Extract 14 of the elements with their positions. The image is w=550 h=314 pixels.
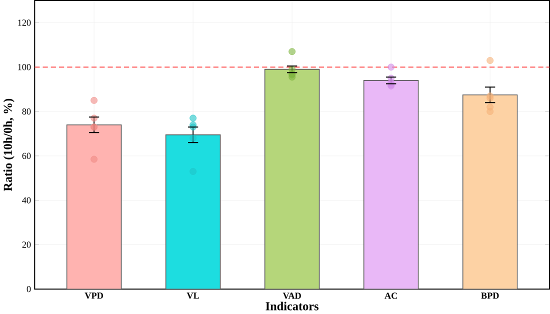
y-tick-label: 20 — [22, 242, 31, 248]
y-tick-label: 60 — [22, 152, 31, 160]
x-tick-label: VAD — [282, 292, 301, 299]
y-tick-label: 0 — [26, 286, 31, 292]
y-tick-label: 80 — [22, 108, 31, 115]
y-tick-label: 40 — [22, 197, 31, 204]
y-tick-label: 120 — [18, 20, 31, 26]
x-tick-label: AC — [384, 292, 397, 299]
y-axis-title: Ratio (10h/0h, %) — [3, 98, 14, 192]
x-tick-label: BPD — [481, 292, 499, 299]
x-axis-title: Indicators — [266, 302, 319, 310]
x-tick-label: VL — [186, 292, 200, 299]
y-tick-label: 100 — [18, 64, 31, 70]
x-tick-label: VPD — [84, 292, 103, 299]
